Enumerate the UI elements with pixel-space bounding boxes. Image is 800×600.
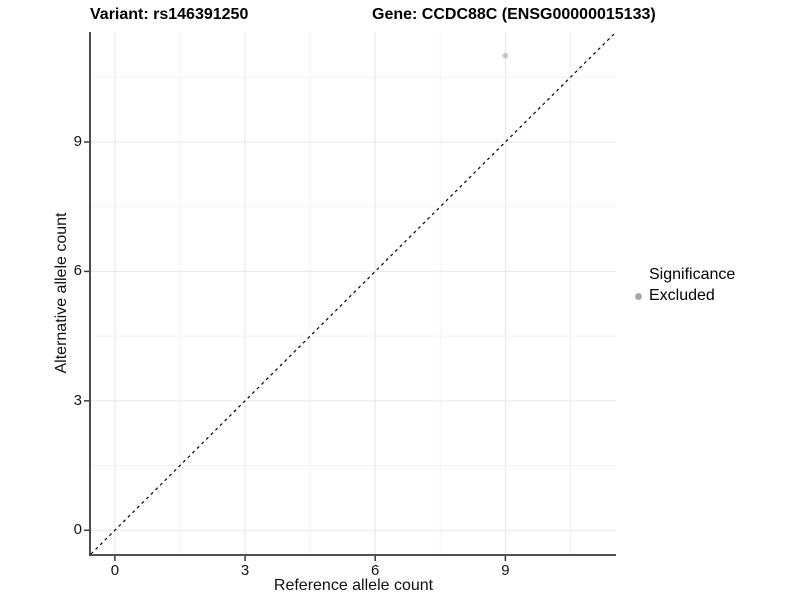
- legend-title: Significance: [649, 266, 736, 283]
- x-tick-label: 6: [371, 562, 380, 579]
- variant-title: Variant: rs146391250: [90, 6, 249, 23]
- y-tick-label: 0: [73, 521, 82, 539]
- x-axis-title: Reference allele count: [273, 577, 434, 594]
- y-tick-label: 9: [73, 133, 82, 150]
- excluded-point-icon: [635, 292, 642, 300]
- x-tick-label: 9: [501, 562, 510, 579]
- y-tick-label: 6: [73, 262, 82, 280]
- legend-item-excluded: Excluded: [632, 287, 735, 305]
- legend-item-label: Excluded: [649, 287, 715, 304]
- identity-line: [90, 31, 617, 555]
- y-axis-title: Alternative allele count: [53, 212, 70, 374]
- x-tick-label: 0: [110, 562, 120, 579]
- data-point: [502, 52, 509, 59]
- y-tick-label: 3: [73, 391, 82, 409]
- gene-title: Gene: CCDC88C (ENSG00000015133): [372, 6, 656, 23]
- x-tick-label: 3: [240, 562, 250, 579]
- legend: Significance Excluded: [632, 266, 735, 305]
